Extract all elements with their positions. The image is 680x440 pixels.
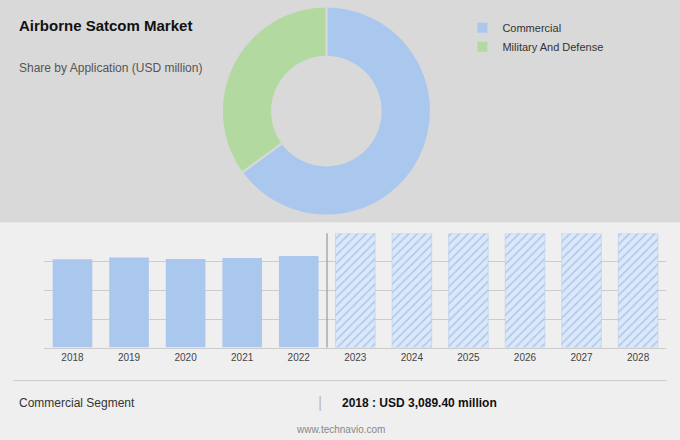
svg-text:2027: 2027 — [570, 352, 593, 363]
svg-text:2021: 2021 — [231, 352, 254, 363]
svg-text:2022: 2022 — [288, 352, 311, 363]
svg-text:Share by Application (USD mill: Share by Application (USD million) — [19, 61, 202, 75]
svg-text:2023: 2023 — [344, 352, 367, 363]
svg-text:www.technavio.com: www.technavio.com — [296, 424, 385, 435]
svg-text:|: | — [318, 394, 322, 411]
svg-text:2028: 2028 — [627, 352, 650, 363]
svg-text:2018 : USD 3,089.40 million: 2018 : USD 3,089.40 million — [342, 396, 497, 410]
svg-text:2018: 2018 — [61, 352, 84, 363]
svg-text:2026: 2026 — [514, 352, 537, 363]
svg-text:2025: 2025 — [457, 352, 480, 363]
svg-text:2020: 2020 — [174, 352, 197, 363]
svg-text:Commercial: Commercial — [502, 22, 561, 34]
svg-text:2024: 2024 — [401, 352, 424, 363]
svg-text:Commercial Segment: Commercial Segment — [19, 396, 135, 410]
svg-text:2019: 2019 — [118, 352, 141, 363]
svg-text:Airborne Satcom Market: Airborne Satcom Market — [19, 17, 192, 34]
svg-text:Military And Defense: Military And Defense — [502, 41, 603, 53]
